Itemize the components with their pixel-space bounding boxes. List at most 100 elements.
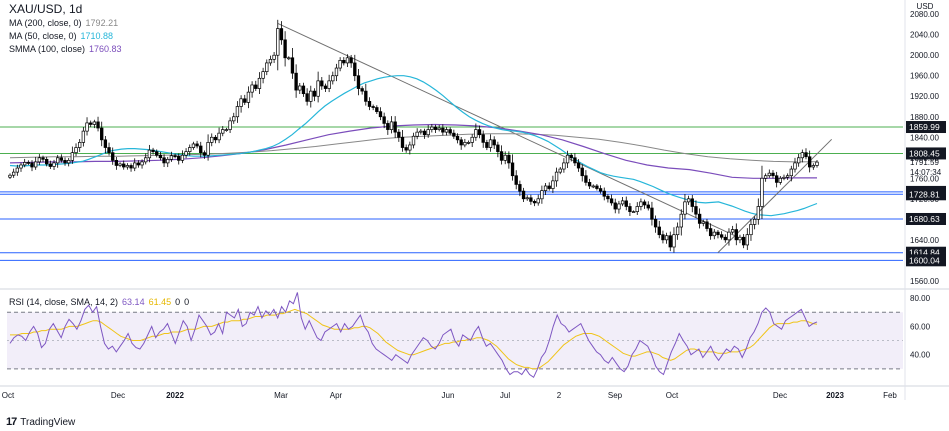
candle-body [52, 162, 56, 167]
candle-body [716, 231, 720, 236]
rsi-legend: RSI (14, close, SMA, 14, 2) 63.14 61.45 0 0 [9, 297, 189, 307]
candle-body [342, 60, 346, 64]
brand-name: TradingView [20, 416, 76, 428]
chart-title: XAU/USD, 1d [9, 2, 83, 16]
time-tick-label: Jul [500, 391, 510, 400]
candle-body [778, 177, 782, 183]
candle-body [730, 229, 735, 233]
candle-body [228, 120, 232, 130]
rsi-sma-line [10, 308, 818, 370]
rsi-extra2: 0 [184, 297, 190, 307]
candle-body [760, 177, 764, 207]
candle-body [210, 136, 214, 143]
candle-body [78, 142, 82, 148]
candle-body [404, 147, 408, 151]
level-label: 1859.99 [909, 122, 940, 132]
candle-body [587, 182, 592, 187]
candle-body [250, 84, 254, 93]
candle-body [686, 198, 691, 203]
candle-body [133, 162, 137, 169]
candle-body [294, 72, 298, 91]
candle-body [617, 203, 621, 210]
candle-body [793, 162, 797, 170]
candle-body [147, 149, 152, 159]
candle-body [382, 116, 386, 124]
candle-body [477, 129, 482, 136]
level-tag-1680.63 [906, 212, 946, 225]
candle-body [243, 98, 247, 103]
candle-body [265, 62, 269, 72]
time-tick-label: Oct [2, 391, 15, 400]
level-tag-1614.84 [906, 246, 946, 259]
candle-body [375, 107, 379, 112]
ma50-label: MA (50, close, 0) [9, 31, 77, 41]
candle-body [433, 126, 438, 130]
ma200-legend: MA (200, close, 0) 1792.21 [9, 17, 122, 30]
candle-body [279, 28, 284, 41]
candle-body [796, 157, 801, 164]
rsi-line [9, 292, 818, 379]
level-label: 1728.81 [909, 189, 940, 199]
candle-body [173, 155, 177, 158]
candle-body [199, 145, 203, 154]
candle-body [309, 90, 313, 102]
candle-body [191, 143, 196, 148]
ma200-label: MA (200, close, 0) [9, 18, 82, 28]
candle-body [162, 157, 166, 164]
level-label: 1808.45 [909, 148, 940, 158]
candle-body [573, 157, 577, 164]
candle-body [661, 234, 665, 241]
candle-body [510, 162, 515, 177]
price-tick-label: 2040.00 [910, 31, 939, 40]
candle-body [488, 139, 493, 148]
candle-body [158, 154, 163, 159]
rsi-label: RSI (14, close, SMA, 14, 2) [9, 297, 119, 307]
candle-body [518, 184, 522, 192]
ma50-line [9, 75, 818, 217]
candle-body [474, 129, 478, 138]
candle-body [620, 200, 625, 205]
candle-body [598, 188, 603, 192]
candle-body [470, 136, 474, 143]
candle-body [734, 229, 738, 241]
candle-body [565, 154, 570, 164]
candle-body [129, 165, 133, 169]
time-tick-label: Oct [666, 391, 679, 400]
time-tick-label: Dec [111, 391, 125, 400]
candle-body [694, 206, 698, 215]
candle-body [122, 163, 126, 168]
candle-body [45, 158, 49, 165]
candle-body [15, 167, 20, 173]
candle-body [11, 171, 16, 176]
level-tag-1859.99 [906, 121, 946, 134]
candle-body [345, 57, 350, 64]
level-label: 1600.04 [909, 255, 940, 265]
candle-body [631, 211, 636, 213]
candle-body [697, 213, 702, 224]
price-tick-label: 2000.00 [910, 51, 939, 60]
level-tag-1728.81 [906, 188, 946, 201]
candle-body [331, 75, 335, 82]
candle-body [287, 57, 291, 60]
candle-body [749, 224, 753, 236]
candle-body [800, 152, 804, 159]
candle-body [305, 93, 309, 102]
candle-body [114, 159, 119, 166]
candle-body [763, 175, 768, 179]
time-tick-label: Apr [330, 391, 343, 400]
candle-body [400, 136, 405, 148]
price-tick-label: 1640.00 [910, 236, 939, 245]
candle-body [151, 149, 155, 152]
candle-body [741, 236, 746, 246]
candle-body [268, 58, 273, 64]
candle-body [389, 121, 394, 130]
candle-body [532, 201, 537, 204]
price-tick-label: 2080.00 [910, 10, 939, 19]
ma200-value: 1792.21 [85, 18, 119, 28]
descending-trendline [277, 22, 744, 241]
candle-body [455, 135, 460, 141]
candle-body [642, 201, 647, 206]
candle-body [580, 167, 584, 177]
candle-body [782, 176, 786, 179]
